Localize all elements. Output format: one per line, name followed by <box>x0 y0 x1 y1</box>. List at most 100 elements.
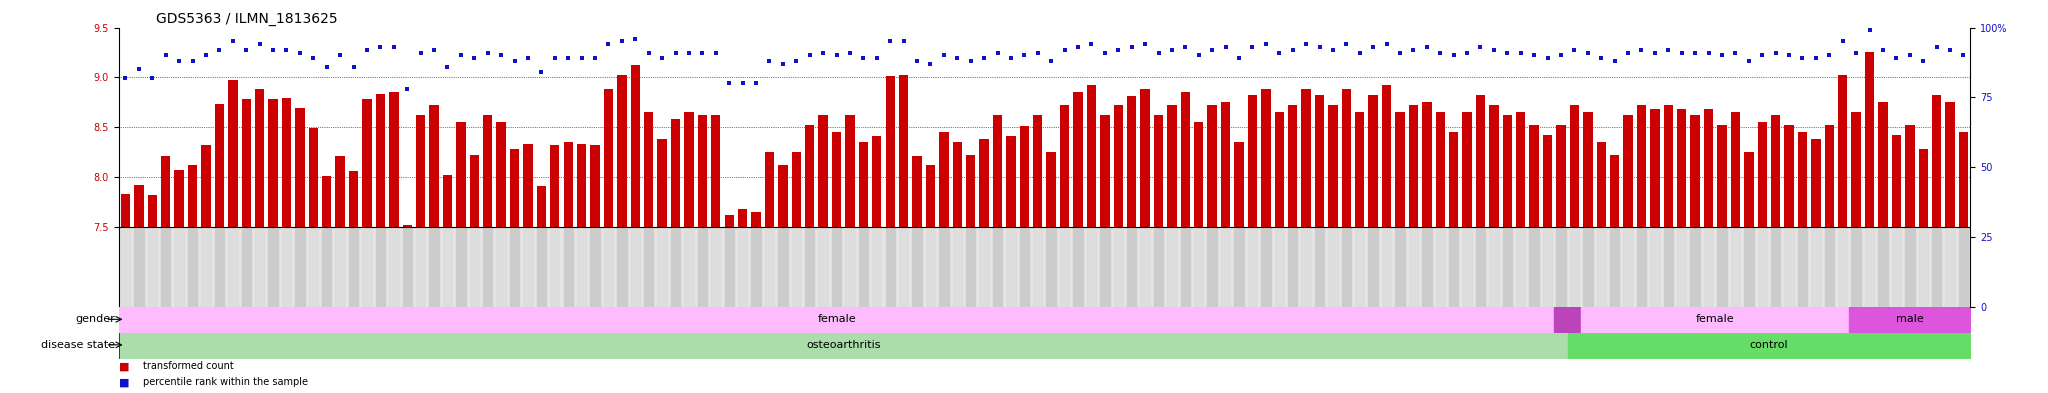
Bar <box>858 142 868 227</box>
Bar <box>1235 142 1243 227</box>
Bar <box>1866 52 1874 227</box>
Bar <box>403 225 412 227</box>
Bar <box>1757 122 1767 227</box>
Bar <box>551 145 559 227</box>
Bar <box>348 171 358 227</box>
Bar <box>215 104 223 227</box>
Text: GDS5363 / ILMN_1813625: GDS5363 / ILMN_1813625 <box>156 13 338 26</box>
Bar <box>1315 95 1325 227</box>
Text: ■: ■ <box>119 362 129 371</box>
Bar <box>1931 95 1942 227</box>
Bar <box>846 115 854 227</box>
Bar <box>1825 125 1835 227</box>
Text: transformed count: transformed count <box>143 362 233 371</box>
Bar <box>631 65 639 227</box>
Bar <box>1006 136 1016 227</box>
Bar <box>1597 142 1606 227</box>
Bar <box>362 99 371 227</box>
Text: osteoarthritis: osteoarthritis <box>807 340 881 350</box>
Bar <box>1073 92 1083 227</box>
Text: female: female <box>1696 314 1735 324</box>
Bar <box>778 165 788 227</box>
Bar <box>188 165 197 227</box>
Bar <box>1583 112 1593 227</box>
Bar <box>1798 132 1806 227</box>
Bar <box>1489 105 1499 227</box>
Bar <box>899 75 909 227</box>
Bar <box>1208 105 1217 227</box>
Bar <box>1503 115 1511 227</box>
Bar <box>283 98 291 227</box>
Bar <box>1153 115 1163 227</box>
Bar <box>1126 96 1137 227</box>
Bar <box>911 156 922 227</box>
Bar <box>1047 152 1057 227</box>
Bar <box>952 142 963 227</box>
Bar <box>563 142 573 227</box>
Bar <box>885 76 895 227</box>
Text: ■: ■ <box>119 377 129 387</box>
Bar <box>268 99 279 227</box>
Bar <box>1745 152 1753 227</box>
Bar <box>1905 125 1915 227</box>
Bar <box>1221 102 1231 227</box>
Bar <box>1892 135 1901 227</box>
Bar <box>1087 85 1096 227</box>
Bar <box>1368 95 1378 227</box>
Bar <box>1450 132 1458 227</box>
Bar <box>1356 112 1364 227</box>
Bar <box>1061 105 1069 227</box>
Bar <box>1180 92 1190 227</box>
Bar <box>1569 105 1579 227</box>
Bar <box>1810 139 1821 227</box>
Bar <box>1946 102 1954 227</box>
Bar <box>469 155 479 227</box>
Text: female: female <box>817 314 856 324</box>
Bar <box>483 115 492 227</box>
Bar <box>1731 112 1741 227</box>
Bar <box>1382 85 1391 227</box>
Bar <box>819 115 827 227</box>
Bar <box>1020 126 1028 227</box>
Bar <box>1247 95 1257 227</box>
Text: gender: gender <box>76 314 115 324</box>
Bar <box>872 136 881 227</box>
Bar <box>227 80 238 227</box>
Bar <box>537 186 547 227</box>
Bar <box>698 115 707 227</box>
Bar <box>1274 112 1284 227</box>
Bar <box>162 156 170 227</box>
Bar <box>1409 105 1417 227</box>
Bar <box>1530 125 1538 227</box>
Bar <box>1624 115 1632 227</box>
Bar <box>793 152 801 227</box>
Bar <box>389 92 399 227</box>
Bar <box>1919 149 1927 227</box>
Bar <box>725 215 733 227</box>
Bar <box>1772 115 1780 227</box>
Bar <box>1784 125 1794 227</box>
Bar <box>578 144 586 227</box>
Bar <box>604 89 612 227</box>
Bar <box>967 155 975 227</box>
Bar <box>1032 115 1042 227</box>
Bar <box>1436 112 1446 227</box>
Bar <box>457 122 465 227</box>
Bar <box>1341 89 1352 227</box>
Bar <box>1704 109 1714 227</box>
Bar <box>764 152 774 227</box>
Bar <box>1610 155 1620 227</box>
Bar <box>1636 105 1647 227</box>
Bar <box>1141 89 1149 227</box>
Bar <box>119 227 1970 307</box>
Bar <box>254 89 264 227</box>
Bar <box>1329 105 1337 227</box>
Bar <box>672 119 680 227</box>
Bar <box>309 128 317 227</box>
Bar <box>1288 105 1296 227</box>
Bar <box>322 176 332 227</box>
Bar <box>121 194 131 227</box>
Bar <box>805 125 815 227</box>
Bar <box>135 185 143 227</box>
Bar <box>684 112 694 227</box>
